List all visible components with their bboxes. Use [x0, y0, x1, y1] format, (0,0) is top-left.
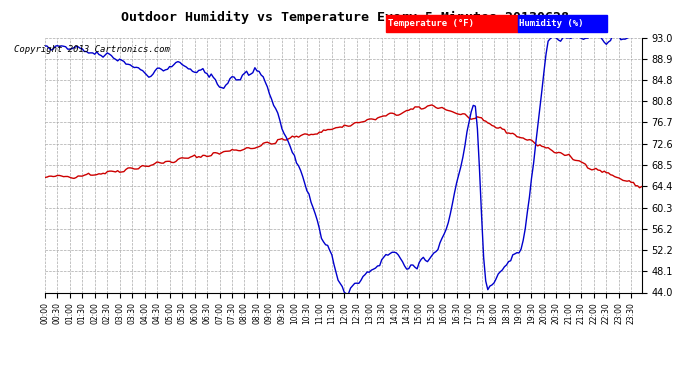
Text: Outdoor Humidity vs Temperature Every 5 Minutes 20130628: Outdoor Humidity vs Temperature Every 5 …: [121, 11, 569, 24]
Text: Humidity (%): Humidity (%): [519, 19, 583, 28]
Text: Copyright 2013 Cartronics.com: Copyright 2013 Cartronics.com: [14, 45, 170, 54]
Text: Temperature (°F): Temperature (°F): [388, 19, 474, 28]
